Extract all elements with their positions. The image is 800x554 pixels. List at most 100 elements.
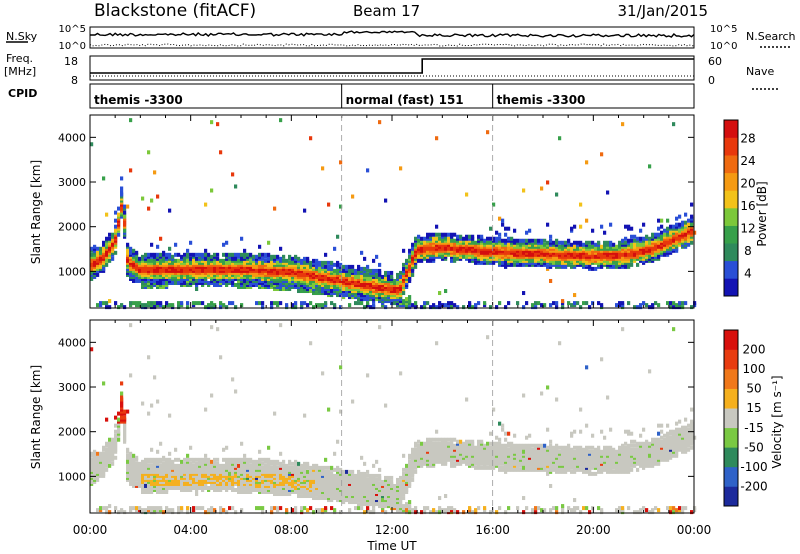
- power-cell: [654, 232, 658, 237]
- power-cell: [276, 280, 280, 285]
- power-cell: [336, 280, 340, 285]
- power-cell: [189, 260, 193, 265]
- power-cell: [309, 282, 313, 287]
- power-cell: [429, 238, 433, 243]
- power-cell: [642, 301, 646, 306]
- power-cell: [627, 262, 631, 267]
- power-cell: [600, 244, 604, 249]
- velocity-cell: [285, 510, 289, 515]
- velocity-cell: [348, 477, 352, 482]
- power-cell: [495, 246, 499, 251]
- power-cell: [282, 278, 286, 283]
- power-cell: [93, 262, 97, 267]
- velocity-cell: [321, 490, 325, 495]
- velocity-cell: [153, 459, 157, 464]
- power-cell: [147, 268, 151, 273]
- velocity-cell: [249, 457, 253, 462]
- velocity-cell: [351, 496, 355, 501]
- power-cell: [261, 270, 265, 275]
- velocity-cell: [120, 405, 124, 410]
- velocity-cell: [327, 492, 331, 497]
- velocity-cell: [150, 485, 154, 490]
- power-cell: [378, 291, 382, 296]
- power-cell: [564, 252, 568, 257]
- power-cell: [96, 264, 100, 269]
- power-cell: [354, 270, 358, 275]
- power-cell: [618, 242, 622, 247]
- power-cell: [657, 226, 661, 231]
- velocity-cell: [219, 483, 223, 488]
- power-cell: [312, 270, 316, 275]
- velocity-cell: [150, 463, 154, 468]
- power-cell: [405, 276, 409, 281]
- velocity-cell: [198, 475, 202, 480]
- power-cell: [348, 293, 352, 298]
- power-cell: [204, 252, 208, 257]
- velocity-cell: [309, 483, 313, 488]
- velocity-cell: [243, 453, 247, 458]
- velocity-cell: [327, 485, 331, 490]
- power-cell: [498, 252, 502, 257]
- velocity-cell: [381, 500, 385, 505]
- velocity-cell: [321, 465, 325, 470]
- power-cell: [324, 270, 328, 275]
- velocity-cell: [231, 485, 235, 490]
- power-cell: [339, 289, 343, 294]
- power-cell: [360, 282, 364, 287]
- velocity-cell: [357, 471, 361, 476]
- power-cell: [246, 266, 250, 271]
- power-cell: [378, 272, 382, 277]
- velocity-cell: [189, 471, 193, 476]
- power-cell: [153, 272, 157, 277]
- power-cell: [174, 268, 178, 273]
- power-cell: [528, 244, 532, 249]
- power-cell: [273, 254, 277, 259]
- power-cell: [366, 278, 370, 283]
- power-cell: [168, 252, 172, 257]
- power-cell: [300, 276, 304, 281]
- power-cell: [393, 299, 397, 304]
- power-cell: [678, 234, 682, 239]
- velocity-cell: [183, 471, 187, 476]
- velocity-cell: [162, 457, 166, 462]
- velocity-cell: [291, 481, 295, 486]
- velocity-cell: [402, 477, 406, 482]
- power-cell: [246, 274, 250, 279]
- power-cell: [564, 262, 568, 267]
- power-cell: [666, 242, 670, 247]
- power-cell: [183, 276, 187, 281]
- power-cell: [381, 291, 385, 296]
- power-ylabel: Slant Range [km]: [29, 160, 43, 264]
- velocity-cell: [294, 506, 298, 511]
- power-cell: [264, 268, 268, 273]
- power-cell: [567, 262, 571, 267]
- power-cell: [321, 289, 325, 294]
- velocity-cell: [312, 475, 316, 480]
- velocity-cell: [204, 477, 208, 482]
- power-cell: [432, 236, 436, 241]
- velocity-cell: [270, 459, 274, 464]
- velocity-cell: [288, 487, 292, 492]
- power-cell: [300, 274, 304, 279]
- power-cell: [318, 278, 322, 283]
- velocity-cell: [153, 510, 157, 515]
- power-cell: [483, 244, 487, 249]
- velocity-cell: [393, 500, 397, 505]
- power-cell: [402, 303, 406, 308]
- velocity-cell: [141, 471, 145, 476]
- power-cell: [321, 278, 325, 283]
- power-cell: [309, 266, 313, 271]
- velocity-cell: [159, 483, 163, 488]
- power-cell: [360, 250, 364, 255]
- power-cell: [159, 236, 163, 241]
- power-cell: [630, 238, 634, 243]
- velocity-cell: [90, 469, 94, 474]
- power-cell: [261, 266, 265, 271]
- velocity-cell: [384, 502, 388, 507]
- power-cell: [627, 252, 631, 257]
- velocity-cell: [234, 463, 238, 468]
- velocity-cell: [270, 471, 274, 476]
- power-cell: [690, 305, 694, 310]
- velocity-cell: [192, 463, 196, 468]
- power-cell: [222, 272, 226, 277]
